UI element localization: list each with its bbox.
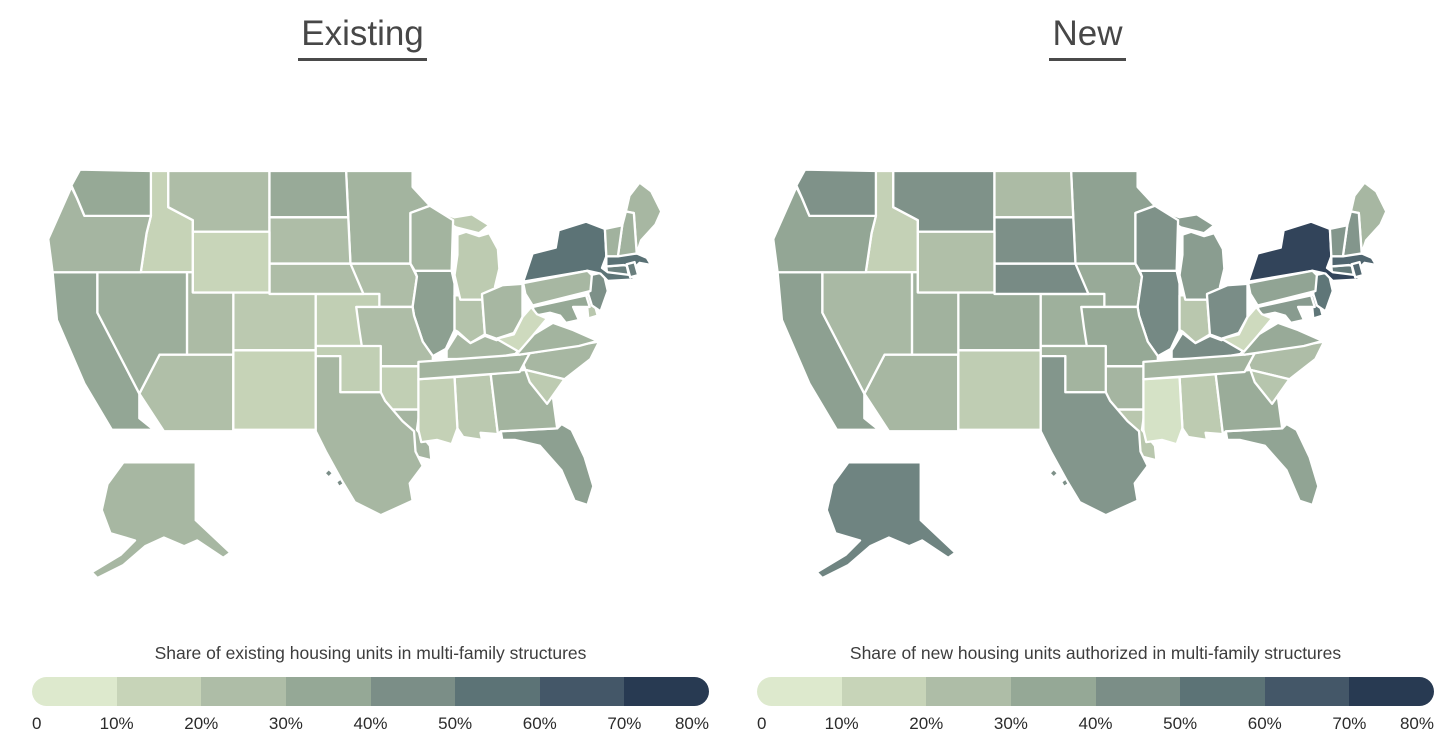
colorbar-title-existing: Share of existing housing units in multi… — [154, 643, 587, 663]
panel-title-existing: Existing — [0, 14, 725, 61]
state-wv[interactable] — [495, 305, 549, 353]
colorbar-tick-label: 70% — [607, 714, 642, 733]
colorbar-segment — [201, 677, 286, 706]
colorbar-segment — [841, 677, 927, 706]
panel-title-text-new: New — [1049, 14, 1126, 61]
panel-new: New Share of new housing units authorize… — [725, 0, 1450, 750]
colorbar-tick-label: 0 — [757, 714, 767, 733]
colorbar-tick-label: 50% — [438, 714, 473, 733]
colorbar-tick-label: 0 — [32, 714, 42, 733]
colorbar-segment — [455, 677, 540, 706]
state-tx[interactable] — [314, 354, 424, 517]
state-ne[interactable] — [268, 262, 365, 296]
colorbar-tick-label: 30% — [268, 714, 303, 733]
state-pa[interactable] — [522, 269, 594, 307]
colorbar-segment — [1095, 677, 1181, 706]
colorbar-tick-label: 40% — [353, 714, 388, 733]
state-ny[interactable] — [1247, 220, 1362, 283]
state-md[interactable] — [1256, 294, 1316, 324]
colorbar-ticks-new: 0 10% 20% 30% 40% 50% 60% 70% 80% — [757, 714, 1434, 736]
state-ak[interactable] — [815, 461, 957, 580]
state-co[interactable] — [957, 291, 1042, 352]
legend-new: Share of new housing units authorized in… — [757, 643, 1434, 736]
state-nm[interactable] — [957, 349, 1042, 431]
state-vt[interactable] — [603, 224, 624, 258]
state-md[interactable] — [531, 294, 591, 324]
colorbar-tick-label: 60% — [1247, 714, 1282, 733]
state-wy[interactable] — [191, 230, 271, 294]
state-ne[interactable] — [993, 262, 1090, 296]
state-nd[interactable] — [268, 169, 350, 219]
choropleth-map-existing[interactable] — [15, 130, 709, 614]
colorbar-tick-label: 80% — [1399, 714, 1434, 733]
legend-existing: Share of existing housing units in multi… — [32, 643, 709, 736]
colorbar-tick-label: 80% — [674, 714, 709, 733]
colorbar-existing — [32, 677, 709, 706]
colorbar-tick-label: 20% — [184, 714, 219, 733]
state-nm[interactable] — [232, 349, 317, 431]
state-ms[interactable] — [1142, 375, 1184, 446]
colorbar-segment — [116, 677, 202, 706]
colorbar-ticks-existing: 0 10% 20% 30% 40% 50% 60% 70% 80% — [32, 714, 709, 736]
colorbar-tick-label: 10% — [99, 714, 134, 733]
state-sd[interactable] — [993, 216, 1077, 265]
state-tn[interactable] — [417, 352, 531, 381]
colorbar-segment — [1010, 677, 1096, 706]
state-wi[interactable] — [409, 204, 455, 272]
state-fl[interactable] — [1224, 422, 1320, 507]
state-wv[interactable] — [1220, 305, 1274, 353]
colorbar-segment — [926, 677, 1011, 706]
state-nd[interactable] — [993, 169, 1075, 219]
colorbar-segment — [1180, 677, 1265, 706]
state-sc[interactable] — [524, 368, 566, 405]
state-sc[interactable] — [1249, 368, 1291, 405]
colorbar-tick-label: 60% — [522, 714, 557, 733]
state-ri[interactable] — [1350, 260, 1365, 279]
colorbar-tick-label: 70% — [1332, 714, 1367, 733]
state-wa[interactable] — [795, 168, 878, 218]
colorbar-title-new: Share of new housing units authorized in… — [849, 643, 1342, 663]
state-ri[interactable] — [625, 260, 640, 279]
state-ms[interactable] — [417, 375, 459, 446]
colorbar-segment — [285, 677, 371, 706]
panel-title-new: New — [725, 14, 1450, 61]
state-co[interactable] — [232, 291, 317, 352]
colorbar-segment — [624, 677, 709, 706]
state-tn[interactable] — [1142, 352, 1256, 381]
colorbar-tick-label: 30% — [993, 714, 1028, 733]
colorbar-tick-label: 40% — [1078, 714, 1113, 733]
state-fl[interactable] — [499, 422, 595, 507]
colorbar-segment — [32, 677, 117, 706]
state-ny[interactable] — [522, 220, 637, 283]
colorbar-segment — [539, 677, 625, 706]
state-ak[interactable] — [90, 461, 232, 580]
state-tx[interactable] — [1039, 354, 1149, 517]
colorbar-tick-label: 10% — [824, 714, 859, 733]
colorbar-segment — [1349, 677, 1434, 706]
state-wi[interactable] — [1134, 204, 1180, 272]
colorbar-segment — [1264, 677, 1350, 706]
state-wa[interactable] — [70, 168, 153, 218]
panel-title-text-existing: Existing — [298, 14, 427, 61]
panel-existing: Existing Share of existing housing units… — [0, 14, 725, 736]
choropleth-map-new[interactable] — [740, 130, 1434, 614]
state-sd[interactable] — [268, 216, 352, 265]
colorbar-tick-label: 50% — [1163, 714, 1198, 733]
colorbar-segment — [370, 677, 456, 706]
state-pa[interactable] — [1247, 269, 1319, 307]
state-vt[interactable] — [1328, 224, 1349, 258]
colorbar-segment — [757, 677, 842, 706]
state-wy[interactable] — [916, 230, 996, 294]
colorbar-tick-label: 20% — [909, 714, 944, 733]
colorbar-new — [757, 677, 1434, 706]
